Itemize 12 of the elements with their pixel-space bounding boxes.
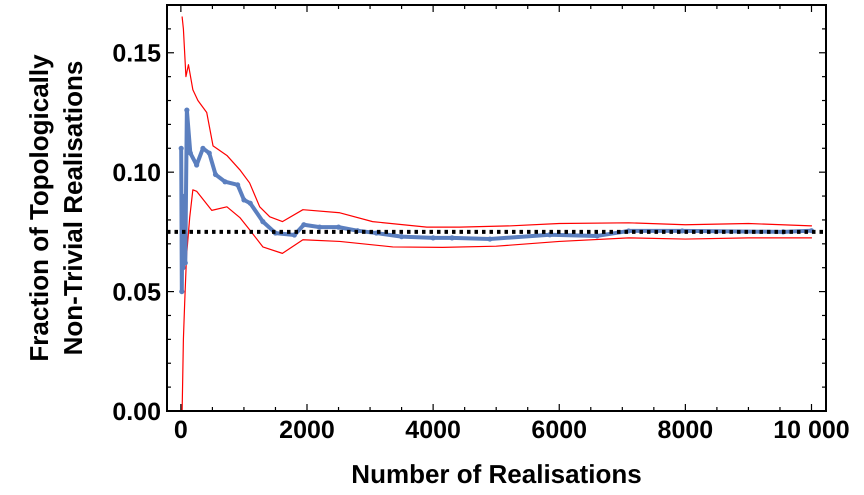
x-tick-label: 10 000 (773, 416, 850, 444)
x-tick-label: 8000 (658, 416, 714, 444)
y-axis-title: Fraction of Topologically Non-Trivial Realisations (24, 54, 88, 362)
x-axis-title: Number of Realisations (351, 459, 642, 489)
y-tick-label: 0.00 (112, 398, 161, 426)
x-tick-label: 2000 (279, 416, 335, 444)
y-tick-label: 0.05 (112, 278, 162, 306)
x-tick-label: 0 (174, 416, 188, 444)
x-tick-label: 4000 (405, 416, 461, 444)
x-tick-label: 6000 (531, 416, 588, 444)
y-tick-label: 0.15 (112, 40, 162, 68)
y-tick-label: 0.10 (112, 158, 161, 187)
